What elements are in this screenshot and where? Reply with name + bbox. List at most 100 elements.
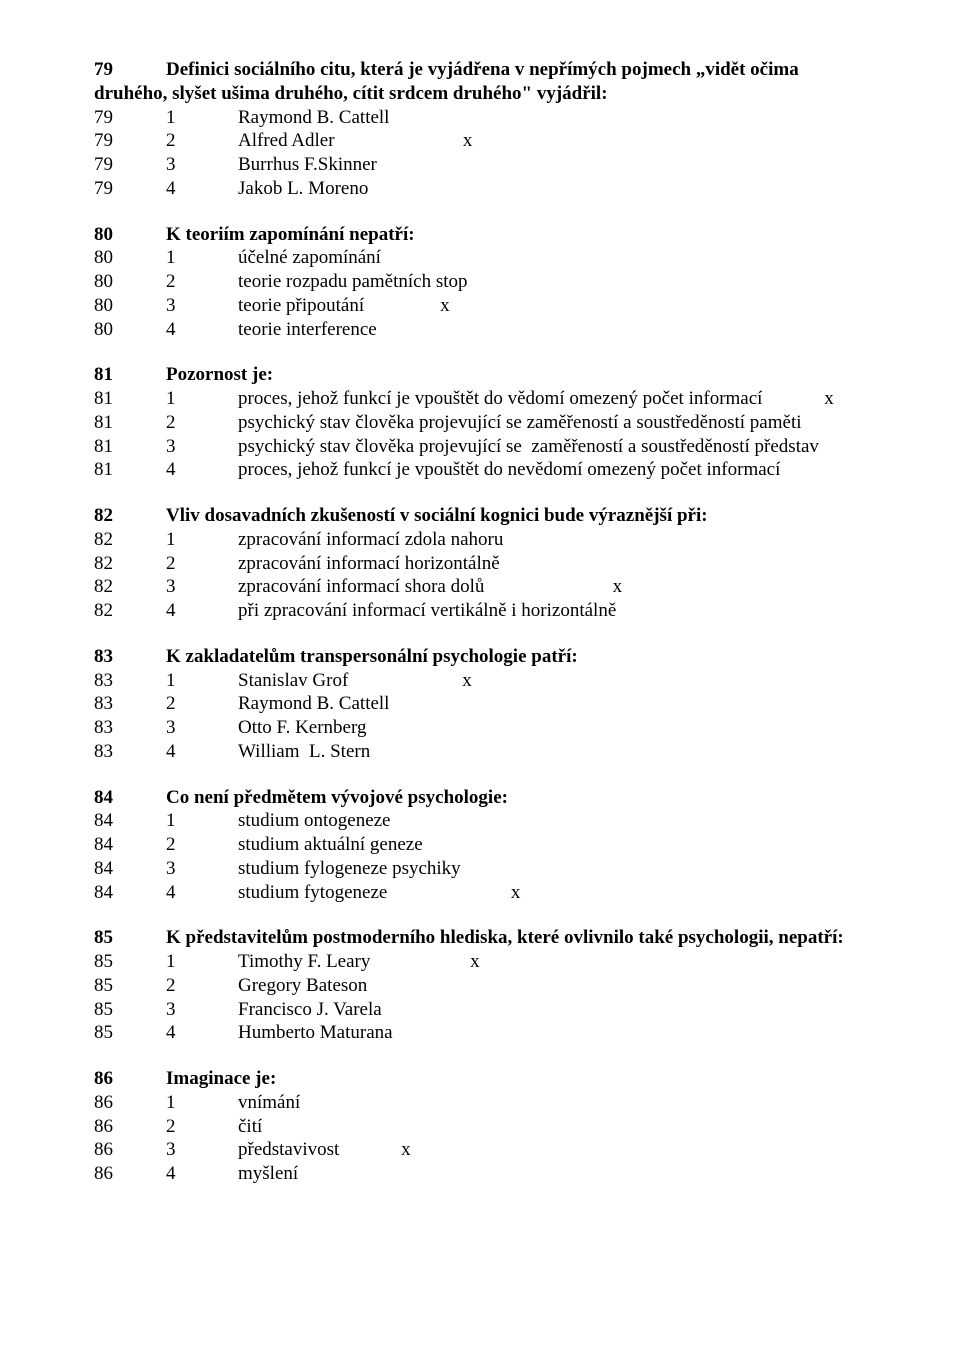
question-header: 85K představitelům postmoderního hledisk… (94, 926, 900, 950)
option-row: 854Humberto Maturana (94, 1021, 900, 1045)
option-text: Francisco J. Varela (238, 998, 382, 1022)
option-question-number: 84 (94, 809, 166, 833)
option-text-cell: Raymond B. Cattell (238, 692, 900, 716)
option-text: proces, jehož funkcí je vpouštět do vědo… (238, 387, 762, 411)
option-question-number: 84 (94, 881, 166, 905)
option-index: 3 (166, 857, 238, 881)
option-index: 2 (166, 974, 238, 998)
option-text: teorie interference (238, 318, 377, 342)
option-index: 2 (166, 411, 238, 435)
question-block: 82Vliv dosavadních zkušeností v sociální… (94, 504, 900, 623)
option-gap (339, 1138, 401, 1162)
option-text: zpracování informací horizontálně (238, 552, 500, 576)
option-gap (762, 387, 824, 411)
option-text: teorie připoutání (238, 294, 364, 318)
option-row: 803teorie připoutání x (94, 294, 900, 318)
question-text: K zakladatelům transpersonální psycholog… (166, 645, 900, 669)
question-header: 83K zakladatelům transpersonální psychol… (94, 645, 900, 669)
option-index: 1 (166, 1091, 238, 1115)
question-header: 79Definici sociálního citu, která je vyj… (94, 58, 900, 82)
question-text: Pozornost je: (166, 363, 900, 387)
option-question-number: 81 (94, 387, 166, 411)
option-index: 4 (166, 599, 238, 623)
option-row: 791Raymond B. Cattell (94, 106, 900, 130)
option-row: 811proces, jehož funkcí je vpouštět do v… (94, 387, 900, 411)
option-row: 824při zpracování informací vertikálně i… (94, 599, 900, 623)
question-number: 84 (94, 786, 166, 810)
option-text-cell: Stanislav Grof x (238, 669, 900, 693)
option-index: 3 (166, 575, 238, 599)
option-mark: x (462, 669, 472, 693)
option-question-number: 81 (94, 458, 166, 482)
option-text-cell: Jakob L. Moreno (238, 177, 900, 201)
option-row: 853Francisco J. Varela (94, 998, 900, 1022)
option-index: 1 (166, 669, 238, 693)
option-text: studium ontogeneze (238, 809, 391, 833)
option-text: Alfred Adler (238, 129, 335, 153)
question-header: 86Imaginace je: (94, 1067, 900, 1091)
option-row: 852Gregory Bateson (94, 974, 900, 998)
option-text: teorie rozpadu pamětních stop (238, 270, 468, 294)
question-number: 80 (94, 223, 166, 247)
option-gap (387, 881, 511, 905)
option-text-cell: teorie rozpadu pamětních stop (238, 270, 900, 294)
option-text-cell: studium ontogeneze (238, 809, 900, 833)
option-index: 2 (166, 833, 238, 857)
option-row: 831Stanislav Grof x (94, 669, 900, 693)
option-text-cell: Gregory Bateson (238, 974, 900, 998)
option-text-cell: proces, jehož funkcí je vpouštět do nevě… (238, 458, 900, 482)
option-row: 834William L. Stern (94, 740, 900, 764)
option-question-number: 83 (94, 692, 166, 716)
option-mark: x (401, 1138, 411, 1162)
document-body: 79Definici sociálního citu, která je vyj… (94, 58, 900, 1186)
option-text-cell: představivost x (238, 1138, 900, 1162)
option-text: proces, jehož funkcí je vpouštět do nevě… (238, 458, 780, 482)
option-row: 801účelné zapomínání (94, 246, 900, 270)
option-row: 832Raymond B. Cattell (94, 692, 900, 716)
option-text: studium aktuální geneze (238, 833, 423, 857)
option-question-number: 86 (94, 1162, 166, 1186)
option-question-number: 79 (94, 129, 166, 153)
question-header: 80K teoriím zapomínání nepatří: (94, 223, 900, 247)
option-text-cell: studium fytogeneze x (238, 881, 900, 905)
option-row: 851Timothy F. Leary x (94, 950, 900, 974)
option-text-cell: Raymond B. Cattell (238, 106, 900, 130)
question-text: Imaginace je: (166, 1067, 900, 1091)
question-header: 81Pozornost je: (94, 363, 900, 387)
option-text: zpracování informací zdola nahoru (238, 528, 503, 552)
option-row: 844studium fytogeneze x (94, 881, 900, 905)
option-gap (370, 950, 470, 974)
option-mark: x (824, 387, 834, 411)
option-question-number: 82 (94, 528, 166, 552)
option-row: 823zpracování informací shora dolů x (94, 575, 900, 599)
option-question-number: 86 (94, 1091, 166, 1115)
question-block: 79Definici sociálního citu, která je vyj… (94, 58, 900, 201)
option-index: 1 (166, 809, 238, 833)
option-mark: x (440, 294, 450, 318)
option-row: 804teorie interference (94, 318, 900, 342)
question-number: 83 (94, 645, 166, 669)
question-header: 82Vliv dosavadních zkušeností v sociální… (94, 504, 900, 528)
question-block: 86Imaginace je:861vnímání862čití863předs… (94, 1067, 900, 1186)
option-text-cell: studium aktuální geneze (238, 833, 900, 857)
option-question-number: 85 (94, 974, 166, 998)
option-text: Stanislav Grof (238, 669, 348, 693)
option-question-number: 79 (94, 153, 166, 177)
question-block: 85K představitelům postmoderního hledisk… (94, 926, 900, 1045)
option-question-number: 86 (94, 1138, 166, 1162)
option-index: 4 (166, 1162, 238, 1186)
option-row: 861vnímání (94, 1091, 900, 1115)
option-text: čití (238, 1115, 262, 1139)
question-number: 82 (94, 504, 166, 528)
option-index: 2 (166, 129, 238, 153)
option-text: myšlení (238, 1162, 298, 1186)
option-gap (335, 129, 463, 153)
option-text-cell: psychický stav člověka projevující se za… (238, 411, 900, 435)
option-index: 1 (166, 528, 238, 552)
option-text-cell: čití (238, 1115, 900, 1139)
option-index: 1 (166, 246, 238, 270)
question-block: 83K zakladatelům transpersonální psychol… (94, 645, 900, 764)
option-question-number: 84 (94, 833, 166, 857)
option-question-number: 80 (94, 246, 166, 270)
option-index: 2 (166, 1115, 238, 1139)
